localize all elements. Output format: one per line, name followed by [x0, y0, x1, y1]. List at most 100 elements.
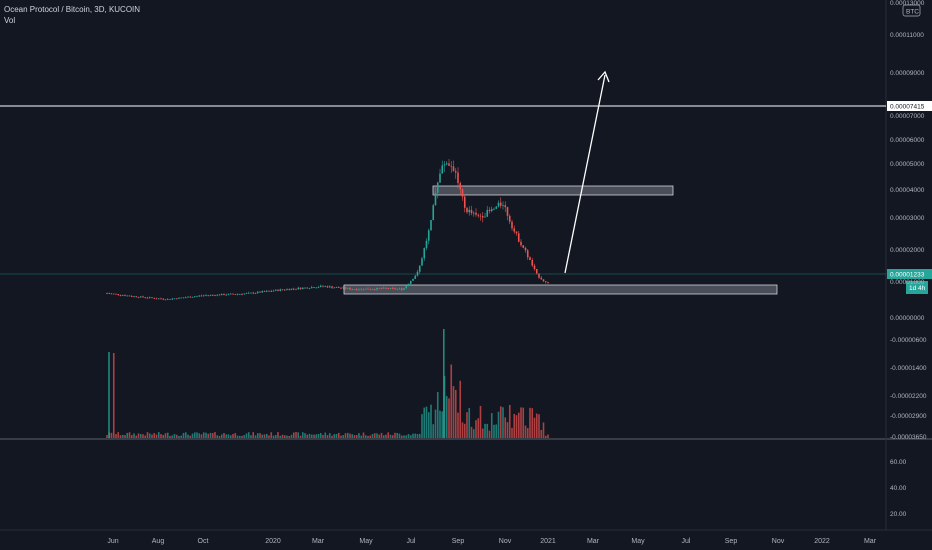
candle [175, 298, 178, 300]
candle-body [389, 287, 392, 289]
volume-bar [292, 432, 295, 438]
volume-bar [243, 435, 246, 438]
time-tick: 2022 [814, 538, 830, 545]
candle-body [382, 287, 385, 289]
candle [495, 205, 498, 209]
volume-bar [184, 432, 187, 438]
candle [178, 297, 180, 299]
candle [535, 268, 538, 275]
volume-bar [448, 398, 450, 438]
candle-body [508, 215, 511, 222]
volume-bar [277, 432, 279, 438]
candle-body [522, 245, 525, 248]
volume-bar [128, 432, 131, 438]
candle-body [452, 166, 455, 172]
candle [407, 283, 410, 287]
candle [508, 214, 511, 225]
candle [430, 220, 432, 231]
candle [252, 291, 255, 295]
volume-bar [412, 433, 414, 438]
candle-body [124, 295, 126, 296]
symbol-title[interactable]: Ocean Protocol / Bitcoin, 3D, KUCOIN [4, 5, 141, 14]
candle [313, 286, 315, 289]
zones[interactable] [343, 185, 778, 295]
volume-bar [121, 434, 124, 438]
candle [434, 187, 437, 206]
candle [220, 293, 223, 296]
candle-body [380, 288, 383, 290]
candle-body [193, 296, 196, 298]
volume-bar [245, 433, 248, 438]
candle-body [427, 230, 430, 241]
candle [355, 287, 358, 291]
candle-body [407, 283, 410, 286]
candle [209, 294, 212, 297]
candle-body [371, 289, 374, 291]
candle [200, 294, 203, 297]
volume-bar [144, 435, 147, 438]
candle-body [112, 293, 115, 295]
candle-body [180, 297, 183, 299]
volume-bar [396, 432, 399, 438]
volume-bar [112, 353, 115, 438]
candle-body [286, 289, 288, 290]
candle [173, 298, 176, 300]
candle-body [211, 294, 214, 296]
candle-body [184, 297, 187, 299]
volume-bar [142, 434, 144, 438]
candle-body [191, 296, 194, 298]
candle-body [544, 281, 547, 283]
price-tick: -0.00003650 [890, 434, 927, 441]
candle [497, 200, 500, 208]
candle [418, 265, 421, 275]
volume-bar [198, 433, 201, 438]
price-tick: 0.00000000 [890, 315, 925, 322]
candle [533, 263, 536, 271]
volume-bar [263, 434, 266, 438]
volume-label[interactable]: Vol [4, 16, 16, 25]
candle-body [283, 289, 286, 291]
candle [270, 289, 273, 293]
candle [468, 206, 471, 216]
candle-body [137, 297, 140, 298]
candle-body [335, 287, 338, 288]
candle [540, 275, 543, 280]
volume-bar [223, 433, 225, 438]
volume-bar [241, 435, 243, 438]
candle-body [227, 293, 230, 295]
volume-bar [398, 433, 401, 438]
time-axis: Jun Aug Oct 2020 Mar May Jul Sep Nov 2021 Mar May Ju… [107, 538, 876, 545]
candle-body [304, 287, 306, 289]
volume-bar [486, 423, 489, 438]
volume-bar [310, 434, 313, 438]
volume-bar [454, 389, 457, 438]
candle-body [520, 241, 522, 246]
volume-bar [517, 412, 520, 438]
candle-body [454, 171, 457, 173]
candle [333, 287, 336, 289]
volume-bar [540, 430, 543, 438]
candle-body [391, 287, 394, 289]
volume-bar [524, 425, 527, 438]
currency-badge-label: BTC [906, 9, 919, 16]
volume-bar [146, 432, 149, 438]
volume-bar [115, 434, 117, 438]
volume-bar [497, 411, 500, 438]
candle-body [301, 287, 304, 290]
candle-body [142, 296, 144, 298]
candle [475, 208, 477, 217]
volume-bar [533, 417, 536, 438]
volume-bar [151, 434, 153, 438]
candle-body [468, 209, 471, 213]
candle-body [405, 285, 408, 289]
candle-body [342, 287, 345, 289]
candle-body [313, 287, 315, 288]
drawings[interactable]: 0.00007415 0.00001233 1d 4h [0, 70, 932, 294]
volume-bar [416, 433, 419, 438]
candle-body [243, 293, 246, 295]
candle [317, 285, 320, 289]
candle-body [146, 297, 149, 299]
candle [517, 230, 520, 243]
candle-body [328, 286, 331, 288]
